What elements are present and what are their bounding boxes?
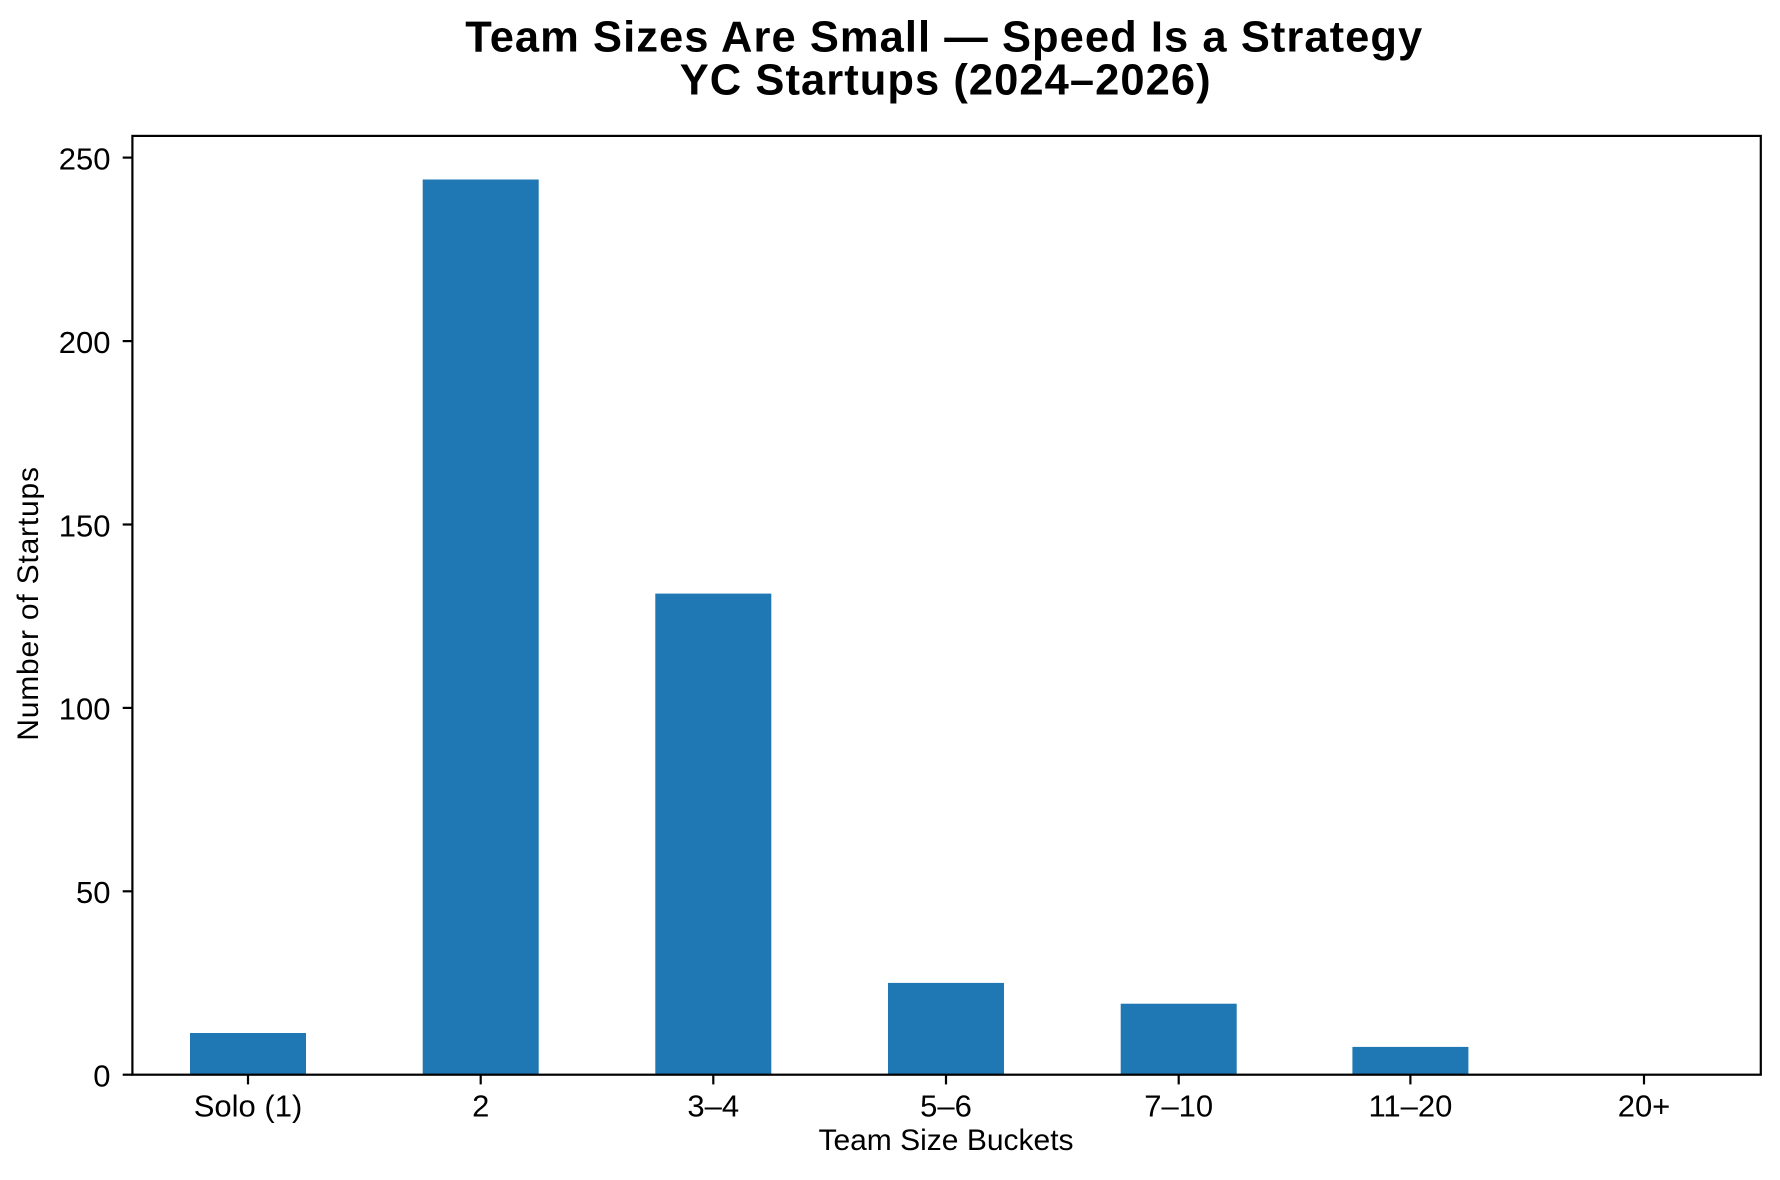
svg-text:3–4: 3–4 [687,1088,739,1123]
svg-text:5–6: 5–6 [920,1088,972,1123]
svg-text:YC Startups (2024–2026): YC Startups (2024–2026) [680,57,1212,105]
svg-text:Team Sizes Are Small — Speed I: Team Sizes Are Small — Speed Is a Strate… [465,14,1423,62]
svg-text:150: 150 [59,508,111,543]
svg-text:11–20: 11–20 [1368,1088,1452,1123]
svg-text:2: 2 [472,1088,489,1123]
svg-text:20+: 20+ [1618,1088,1671,1123]
svg-text:0: 0 [93,1059,110,1094]
svg-text:100: 100 [59,692,111,727]
svg-text:Team Size Buckets: Team Size Buckets [818,1124,1073,1157]
svg-text:250: 250 [59,141,111,176]
svg-text:200: 200 [59,325,111,360]
svg-text:Solo (1): Solo (1) [194,1088,303,1123]
svg-text:7–10: 7–10 [1144,1088,1213,1123]
svg-text:Number of Startups: Number of Startups [12,466,45,741]
svg-text:50: 50 [76,875,110,910]
